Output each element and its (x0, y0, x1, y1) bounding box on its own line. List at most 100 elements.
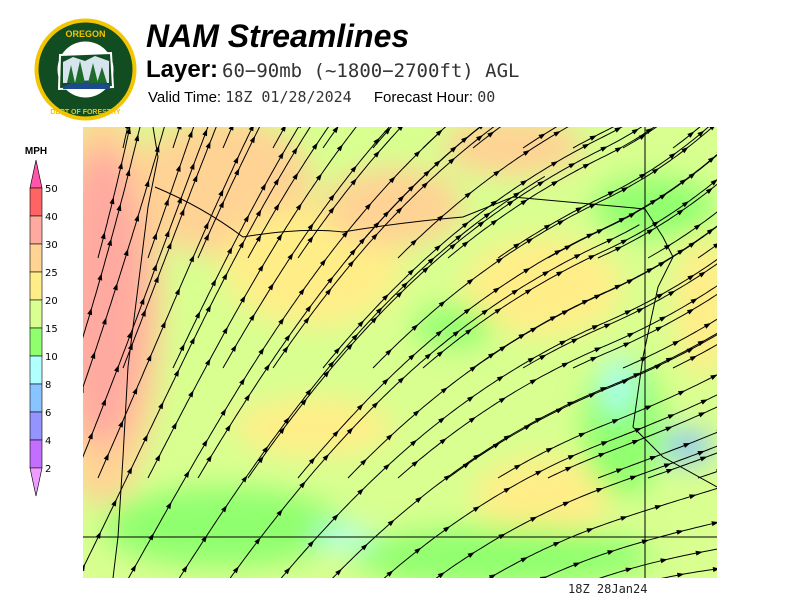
streamline-arrow (371, 233, 378, 241)
streamline-arrow (549, 315, 558, 322)
streamline-arrow (154, 454, 161, 462)
streamline-arrow (443, 474, 451, 481)
streamline-arrow (203, 221, 209, 230)
streamline-arrow (83, 563, 86, 572)
streamline-arrow (382, 294, 389, 301)
streamline-arrow (164, 229, 170, 238)
streamline-arrow (594, 294, 602, 300)
streamline (647, 452, 717, 479)
streamline (83, 127, 165, 389)
streamline-arrow (276, 509, 283, 517)
streamline-arrow (695, 550, 703, 556)
streamline-arrow (335, 568, 342, 576)
streamline-arrow (530, 516, 538, 523)
streamline-arrow (328, 360, 335, 368)
streamline-arrow (424, 353, 432, 360)
streamline-arrow (660, 558, 668, 564)
streamline-arrow (620, 239, 628, 245)
streamline-arrow (545, 447, 554, 454)
streamline-arrow (123, 248, 129, 257)
streamline-arrow (134, 133, 140, 142)
streamline-arrow (384, 127, 391, 135)
legend-unit: MPH (25, 146, 47, 157)
streamline-arrow (114, 364, 119, 373)
streamline-arrow (332, 513, 339, 521)
streamline-arrow (126, 466, 133, 475)
streamline-arrow (239, 295, 246, 303)
streamline-arrow (621, 379, 630, 385)
streamline-arrow (498, 397, 507, 404)
streamline-arrow (559, 340, 567, 346)
streamline-arrow (307, 223, 314, 231)
streamline-arrow (665, 468, 674, 474)
streamline-arrow (487, 352, 496, 359)
streamline (397, 285, 717, 479)
streamline-arrow (698, 412, 706, 418)
streamline-arrow (469, 365, 477, 372)
streamline-arrow (125, 168, 131, 177)
streamline-arrow (452, 330, 460, 337)
streamline-arrow (466, 278, 474, 285)
streamline-arrow (646, 267, 654, 274)
streamline-arrow (152, 263, 157, 272)
streamline-arrow (595, 488, 604, 493)
streamline-arrow (492, 287, 501, 294)
streamline-arrow (333, 347, 341, 355)
streamline-arrow (173, 369, 180, 377)
streamline-arrow (411, 324, 419, 331)
streamline-arrow (436, 350, 444, 358)
streamline-arrow (255, 234, 262, 242)
streamline-arrow (634, 427, 642, 433)
streamline-arrow (364, 203, 372, 210)
streamline-arrow (663, 463, 672, 469)
streamline-arrow (638, 173, 647, 180)
streamline-arrow (325, 288, 332, 296)
streamline-arrow (449, 243, 457, 250)
streamline-arrow (437, 572, 445, 578)
streamline-arrow (461, 136, 469, 143)
streamline-arrow (624, 309, 632, 316)
streamline-arrow (697, 450, 705, 456)
streamline-arrow (248, 127, 255, 132)
streamline-arrow (697, 130, 705, 137)
streamline-arrow (258, 347, 265, 355)
streamline-arrow (645, 128, 653, 135)
streamline-arrow (561, 309, 570, 316)
streamline-arrow (238, 240, 245, 249)
streamline-arrow (658, 261, 666, 268)
streamline-arrow (655, 326, 663, 332)
streamline-arrow (166, 241, 172, 250)
streamline-arrow (677, 248, 685, 255)
streamline (172, 127, 181, 149)
streamline-arrow (341, 230, 349, 238)
streamline-arrow (562, 501, 571, 507)
streamline-arrow (711, 521, 717, 527)
streamline-arrow (582, 163, 591, 169)
streamline-arrow (262, 445, 269, 454)
streamline-arrow (422, 266, 430, 274)
streamline-arrow (659, 193, 667, 200)
streamline-arrow (350, 165, 357, 173)
streamline-arrow (139, 297, 145, 305)
streamline-arrow (495, 257, 504, 264)
streamline-arrow (111, 499, 117, 507)
streamline-arrow (523, 267, 531, 274)
streamline-arrow (278, 151, 284, 160)
streamline-arrow (668, 290, 676, 297)
layer-info: Layer: 60−90mb (~1800−2700ft) AGL (146, 56, 519, 84)
streamline-arrow (712, 567, 717, 572)
streamline-arrow (273, 203, 280, 211)
streamline-arrow (351, 333, 359, 341)
streamline-arrow (427, 257, 435, 265)
streamline-arrow (407, 184, 415, 192)
streamline-arrow (629, 475, 638, 481)
streamline-arrow (206, 454, 212, 463)
streamline-arrow (539, 576, 548, 578)
streamline-arrow (282, 345, 289, 354)
streamline-arrow (607, 550, 615, 556)
streamline-arrow (257, 455, 264, 464)
valid-time-value: 18Z 01/28/2024 (225, 88, 352, 106)
streamline-arrow (280, 127, 287, 132)
state-boundaries (83, 127, 717, 578)
streamline-arrow (176, 127, 182, 130)
